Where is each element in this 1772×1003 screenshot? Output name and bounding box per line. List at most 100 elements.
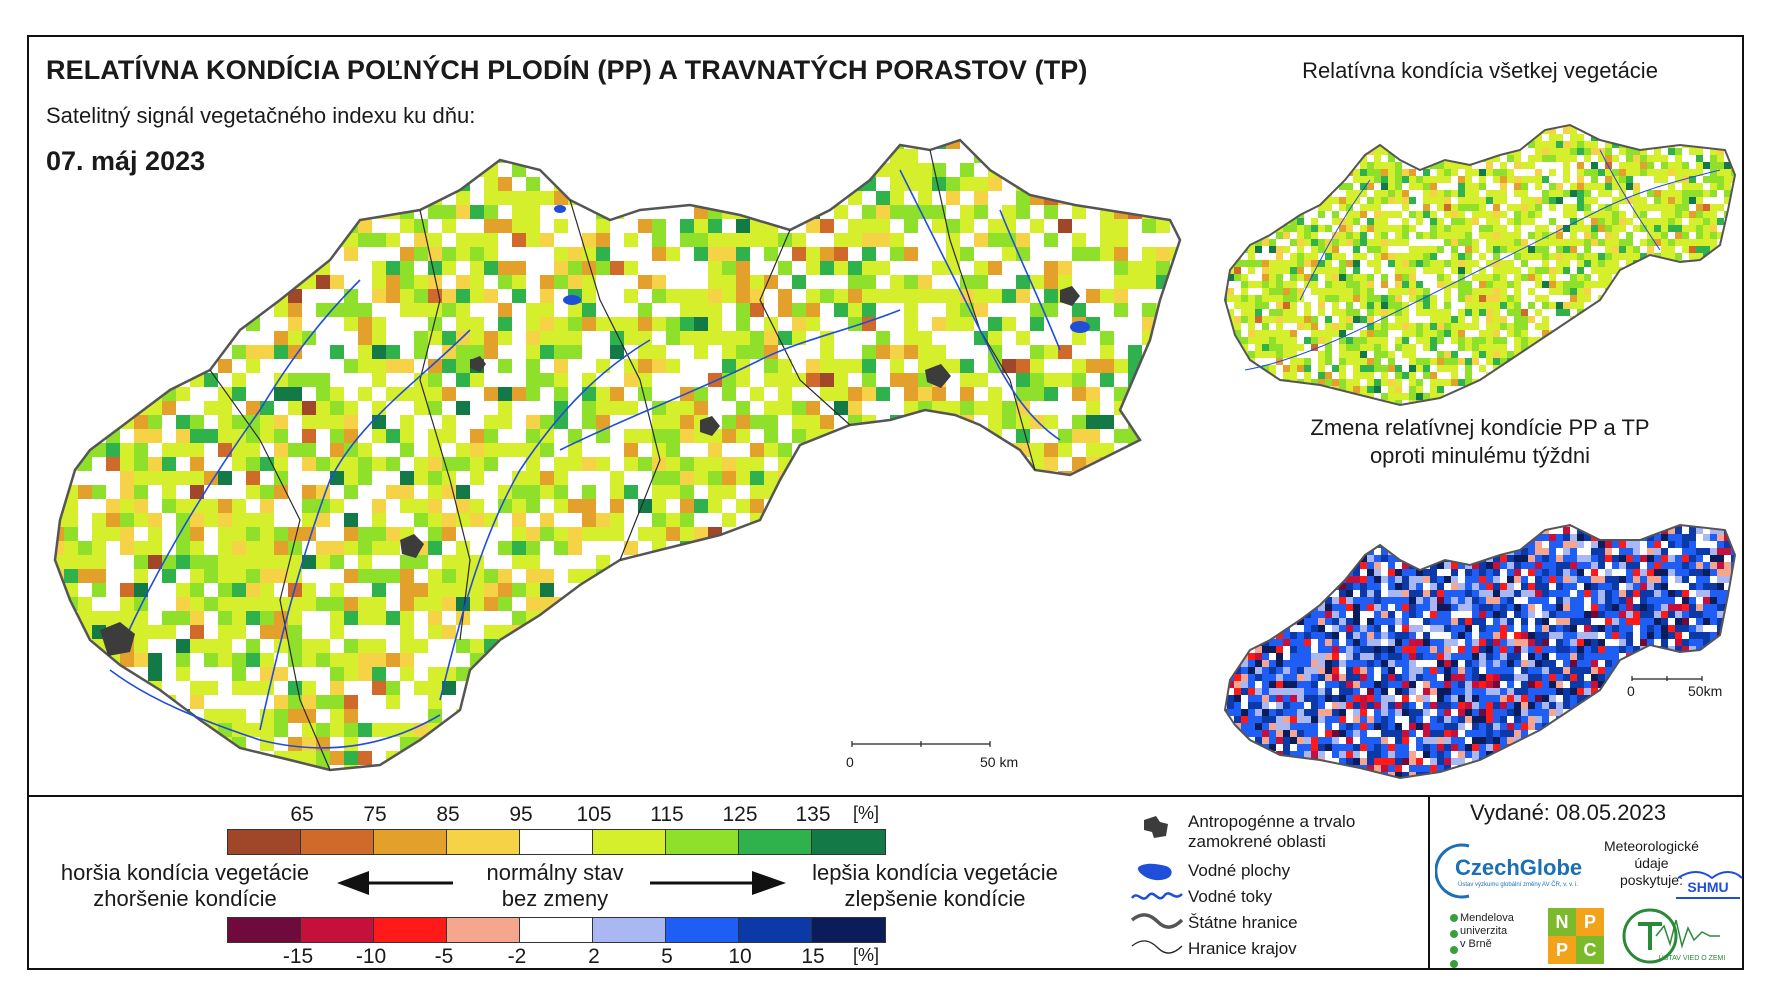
change-tick: -5 xyxy=(434,945,454,968)
condition-color-swatch xyxy=(447,830,520,854)
met-line1: Meteorologické xyxy=(1604,838,1699,854)
map-frame xyxy=(27,35,1744,970)
condition-tick: 95 xyxy=(509,803,533,826)
change-ticks: -15 -10 -5 -2 2 5 10 15 [%] xyxy=(0,945,900,971)
scalebar-inset-start: 0 xyxy=(1627,683,1635,699)
change-color-swatch xyxy=(228,918,301,942)
change-color-swatch xyxy=(301,918,374,942)
anthropogenic-area-icon xyxy=(1144,816,1168,838)
legend-normal-line1: normálny stav xyxy=(486,860,624,885)
change-color-swatch xyxy=(593,918,666,942)
condition-color-swatch xyxy=(666,830,739,854)
rivers-main xyxy=(109,169,1061,749)
condition-color-swatch xyxy=(374,830,447,854)
nppc-logo: N P P C xyxy=(1548,908,1604,964)
legend-worse-line1: horšia kondícia vegetácie xyxy=(60,860,310,885)
layer-state-borders: Štátne hranice xyxy=(1188,913,1298,932)
condition-tick-unit: [%] xyxy=(852,803,880,823)
right-arrow-icon xyxy=(650,871,786,895)
change-tick: 15 xyxy=(801,945,825,968)
nppc-letter: P xyxy=(1576,908,1604,936)
change-color-swatch xyxy=(520,918,593,942)
water-bodies-main xyxy=(554,205,1090,333)
map-title: RELATÍVNA KONDÍCIA POĽNÝCH PLODÍN (PP) A… xyxy=(46,55,1088,85)
change-tick: -10 xyxy=(355,945,387,968)
nppc-letter: N xyxy=(1548,908,1576,936)
czechglobe-logo-subtext: Ústav výzkumu globální změny AV ČR, v. v… xyxy=(1458,882,1579,888)
uvz-logo: ÚSTAV VIED O ZEMI xyxy=(1622,908,1726,964)
condition-color-swatch xyxy=(739,830,812,854)
change-color-swatch xyxy=(812,918,885,942)
left-arrow-icon xyxy=(337,871,453,895)
nppc-letter: C xyxy=(1576,936,1604,964)
nppc-letter: P xyxy=(1548,936,1576,964)
layer-anthropogenic-line2: zamokrené oblasti xyxy=(1188,832,1326,851)
legend-better-line2: zlepšenie kondície xyxy=(844,886,1026,911)
legend-better-line1: lepšia kondícia vegetácie xyxy=(812,860,1058,885)
condition-tick: 85 xyxy=(436,803,460,826)
meteorological-data-credit: Meteorologické údaje poskytuje: xyxy=(1604,838,1699,889)
condition-color-swatch xyxy=(812,830,885,854)
anthropogenic-main xyxy=(100,286,1080,656)
layer-region-borders: Hranice krajov xyxy=(1188,939,1297,958)
state-border-inset-top xyxy=(1223,123,1737,407)
change-color-swatch xyxy=(739,918,812,942)
change-color-swatch xyxy=(447,918,520,942)
change-tick: -2 xyxy=(507,945,527,968)
czechglobe-logo xyxy=(1435,843,1470,899)
map-date: 07. máj 2023 xyxy=(46,146,206,176)
met-line2: údaje xyxy=(1634,855,1669,871)
shmu-logo: SHMU xyxy=(1676,871,1743,899)
scalebar-main-start: 0 xyxy=(846,754,854,770)
condition-tick: 105 xyxy=(576,803,612,826)
shmu-logo-text: SHMU xyxy=(1687,879,1728,895)
layer-anthropogenic: Antropogénne a trvalo zamokrené oblasti xyxy=(1188,812,1355,852)
mendel-line2: univerzita xyxy=(1460,925,1508,937)
mendel-logo-dots xyxy=(1450,914,1458,968)
legend-normal: normálny stav bez zmeny xyxy=(460,860,650,912)
scalebar-main-end: 50 km xyxy=(980,754,1019,770)
change-color-swatch xyxy=(374,918,447,942)
condition-color-swatch xyxy=(520,830,593,854)
uvz-logo-text: ÚSTAV VIED O ZEMI xyxy=(1659,953,1726,962)
change-tick: 2 xyxy=(588,945,600,968)
change-tick-unit: [%] xyxy=(852,945,880,965)
change-tick: 10 xyxy=(728,945,752,968)
inset-bottom-title-line1: Zmena relatívnej kondície PP a TP xyxy=(1310,415,1650,440)
region-border-icon xyxy=(1131,940,1183,954)
mendel-line3: v Brně xyxy=(1460,938,1492,950)
scalebar-inset xyxy=(1631,676,1703,681)
inset-bottom-title-line2: oproti minulému týždni xyxy=(1369,443,1591,468)
condition-tick: 135 xyxy=(795,803,831,826)
condition-tick: 115 xyxy=(650,803,684,826)
river-icon xyxy=(1131,892,1183,900)
legend-divider xyxy=(27,795,1744,797)
inset-top-title: Relatívna kondícia všetkej vegetácie xyxy=(1302,58,1658,83)
water-body-icon xyxy=(1137,863,1172,881)
legend-worse-line2: zhoršenie kondície xyxy=(93,886,277,911)
condition-color-swatch xyxy=(593,830,666,854)
legend-worse: horšia kondícia vegetácie zhoršenie kond… xyxy=(40,860,330,912)
legend-normal-line2: bez zmeny xyxy=(501,886,609,911)
condition-tick: 75 xyxy=(363,803,387,826)
change-tick: -15 xyxy=(282,945,314,968)
state-border-icon xyxy=(1130,913,1184,929)
map-subtitle: Satelitný signál vegetačného indexu ku d… xyxy=(46,103,476,128)
layer-anthropogenic-line1: Antropogénne a trvalo xyxy=(1188,812,1356,831)
met-line3: poskytuje: xyxy=(1619,872,1683,888)
condition-color-ramp xyxy=(227,829,886,855)
mendel-logo-text: Mendelova univerzita v Brně xyxy=(1460,912,1514,951)
condition-ticks: 65 75 85 95 105 115 125 135 [%] xyxy=(0,803,900,829)
change-color-swatch xyxy=(666,918,739,942)
condition-color-swatch xyxy=(301,830,374,854)
mendel-line1: Mendelova xyxy=(1460,912,1514,924)
layer-water-bodies: Vodné plochy xyxy=(1188,861,1291,880)
czechglobe-logo-text: CzechGlobe xyxy=(1455,855,1583,880)
condition-color-swatch xyxy=(228,830,301,854)
inset-all-vegetation-map xyxy=(1225,125,1735,405)
condition-tick: 65 xyxy=(290,803,314,826)
state-border-inset-bottom xyxy=(1223,523,1737,780)
issued-date: Vydané: 08.05.2023 xyxy=(1470,800,1667,825)
condition-tick: 125 xyxy=(722,803,758,826)
